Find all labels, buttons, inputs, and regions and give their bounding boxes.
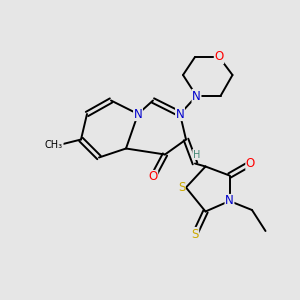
Text: O: O (214, 50, 224, 64)
Text: N: N (176, 107, 184, 121)
Text: CH₃: CH₃ (45, 140, 63, 151)
Text: H: H (193, 149, 200, 160)
Text: S: S (178, 181, 185, 194)
Text: O: O (148, 170, 158, 184)
Text: S: S (191, 227, 199, 241)
Text: O: O (246, 157, 255, 170)
Text: N: N (225, 194, 234, 208)
Text: N: N (134, 107, 142, 121)
Text: N: N (192, 89, 201, 103)
